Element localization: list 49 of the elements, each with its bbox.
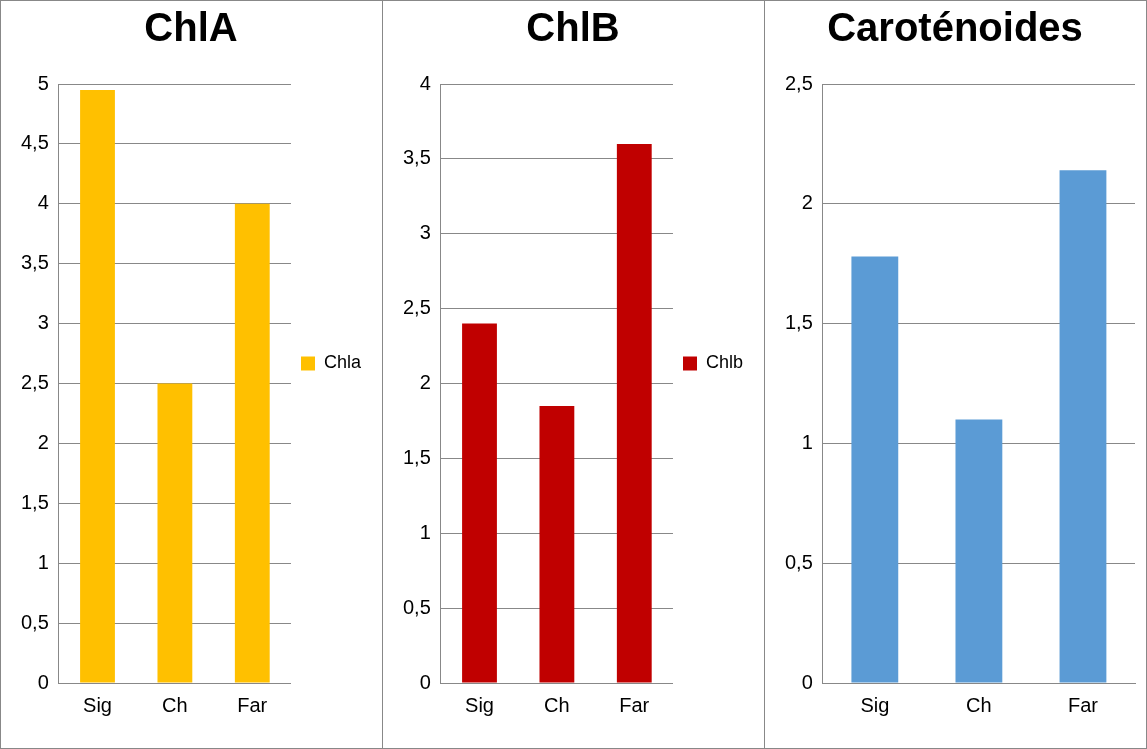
legend-label: Chla — [323, 352, 362, 373]
y-tick-label: 5 — [37, 71, 49, 94]
y-tick-label: 2,5 — [784, 71, 813, 94]
x-tick-label: Sig — [83, 693, 112, 716]
y-tick-label: 0 — [419, 670, 431, 693]
bar — [851, 256, 899, 683]
y-tick-label: 3 — [37, 311, 49, 334]
y-tick-label: 3,5 — [402, 146, 431, 169]
bar — [157, 383, 193, 683]
bar — [234, 203, 270, 683]
x-tick-label: Far — [619, 693, 650, 716]
y-tick-label: 3,5 — [20, 251, 49, 274]
legend-label: Chlb — [705, 352, 744, 373]
y-tick-label: 1,5 — [402, 445, 431, 468]
y-tick-label: 2 — [37, 430, 49, 453]
y-tick-label: 0,5 — [402, 595, 431, 618]
y-tick-label: 3 — [419, 221, 431, 244]
y-tick-label: 4 — [419, 71, 431, 94]
y-tick-label: 1 — [37, 550, 49, 573]
bar — [80, 89, 115, 683]
y-tick-label: 1,5 — [20, 490, 49, 513]
bar — [616, 143, 652, 683]
bar — [1059, 170, 1107, 683]
x-tick-label: Far — [237, 693, 268, 716]
y-tick-label: 4 — [37, 191, 49, 214]
y-tick-label: 4,5 — [20, 131, 49, 154]
bar — [539, 405, 575, 683]
y-tick-label: 2 — [419, 371, 431, 394]
chart-title: Caroténoides — [827, 5, 1083, 50]
x-tick-label: Far — [1067, 693, 1099, 716]
x-tick-label: Ch — [966, 693, 992, 716]
bar — [955, 419, 1003, 683]
y-tick-label: 0,5 — [20, 610, 49, 633]
y-tick-label: 1 — [801, 430, 813, 453]
chart-title: ChlA — [144, 5, 238, 50]
y-tick-label: 0 — [801, 670, 813, 693]
x-tick-label: Ch — [544, 693, 570, 716]
x-tick-label: Ch — [162, 693, 188, 716]
y-tick-label: 2 — [801, 191, 813, 214]
y-tick-label: 0 — [37, 670, 49, 693]
chart-title: ChlB — [526, 5, 620, 50]
bar — [462, 323, 497, 683]
y-tick-label: 0,5 — [784, 550, 813, 573]
x-tick-label: Sig — [860, 693, 890, 716]
y-tick-label: 2,5 — [402, 296, 431, 319]
y-tick-label: 1,5 — [784, 311, 813, 334]
y-tick-label: 1 — [419, 520, 431, 543]
x-tick-label: Sig — [465, 693, 494, 716]
y-tick-label: 2,5 — [20, 371, 49, 394]
